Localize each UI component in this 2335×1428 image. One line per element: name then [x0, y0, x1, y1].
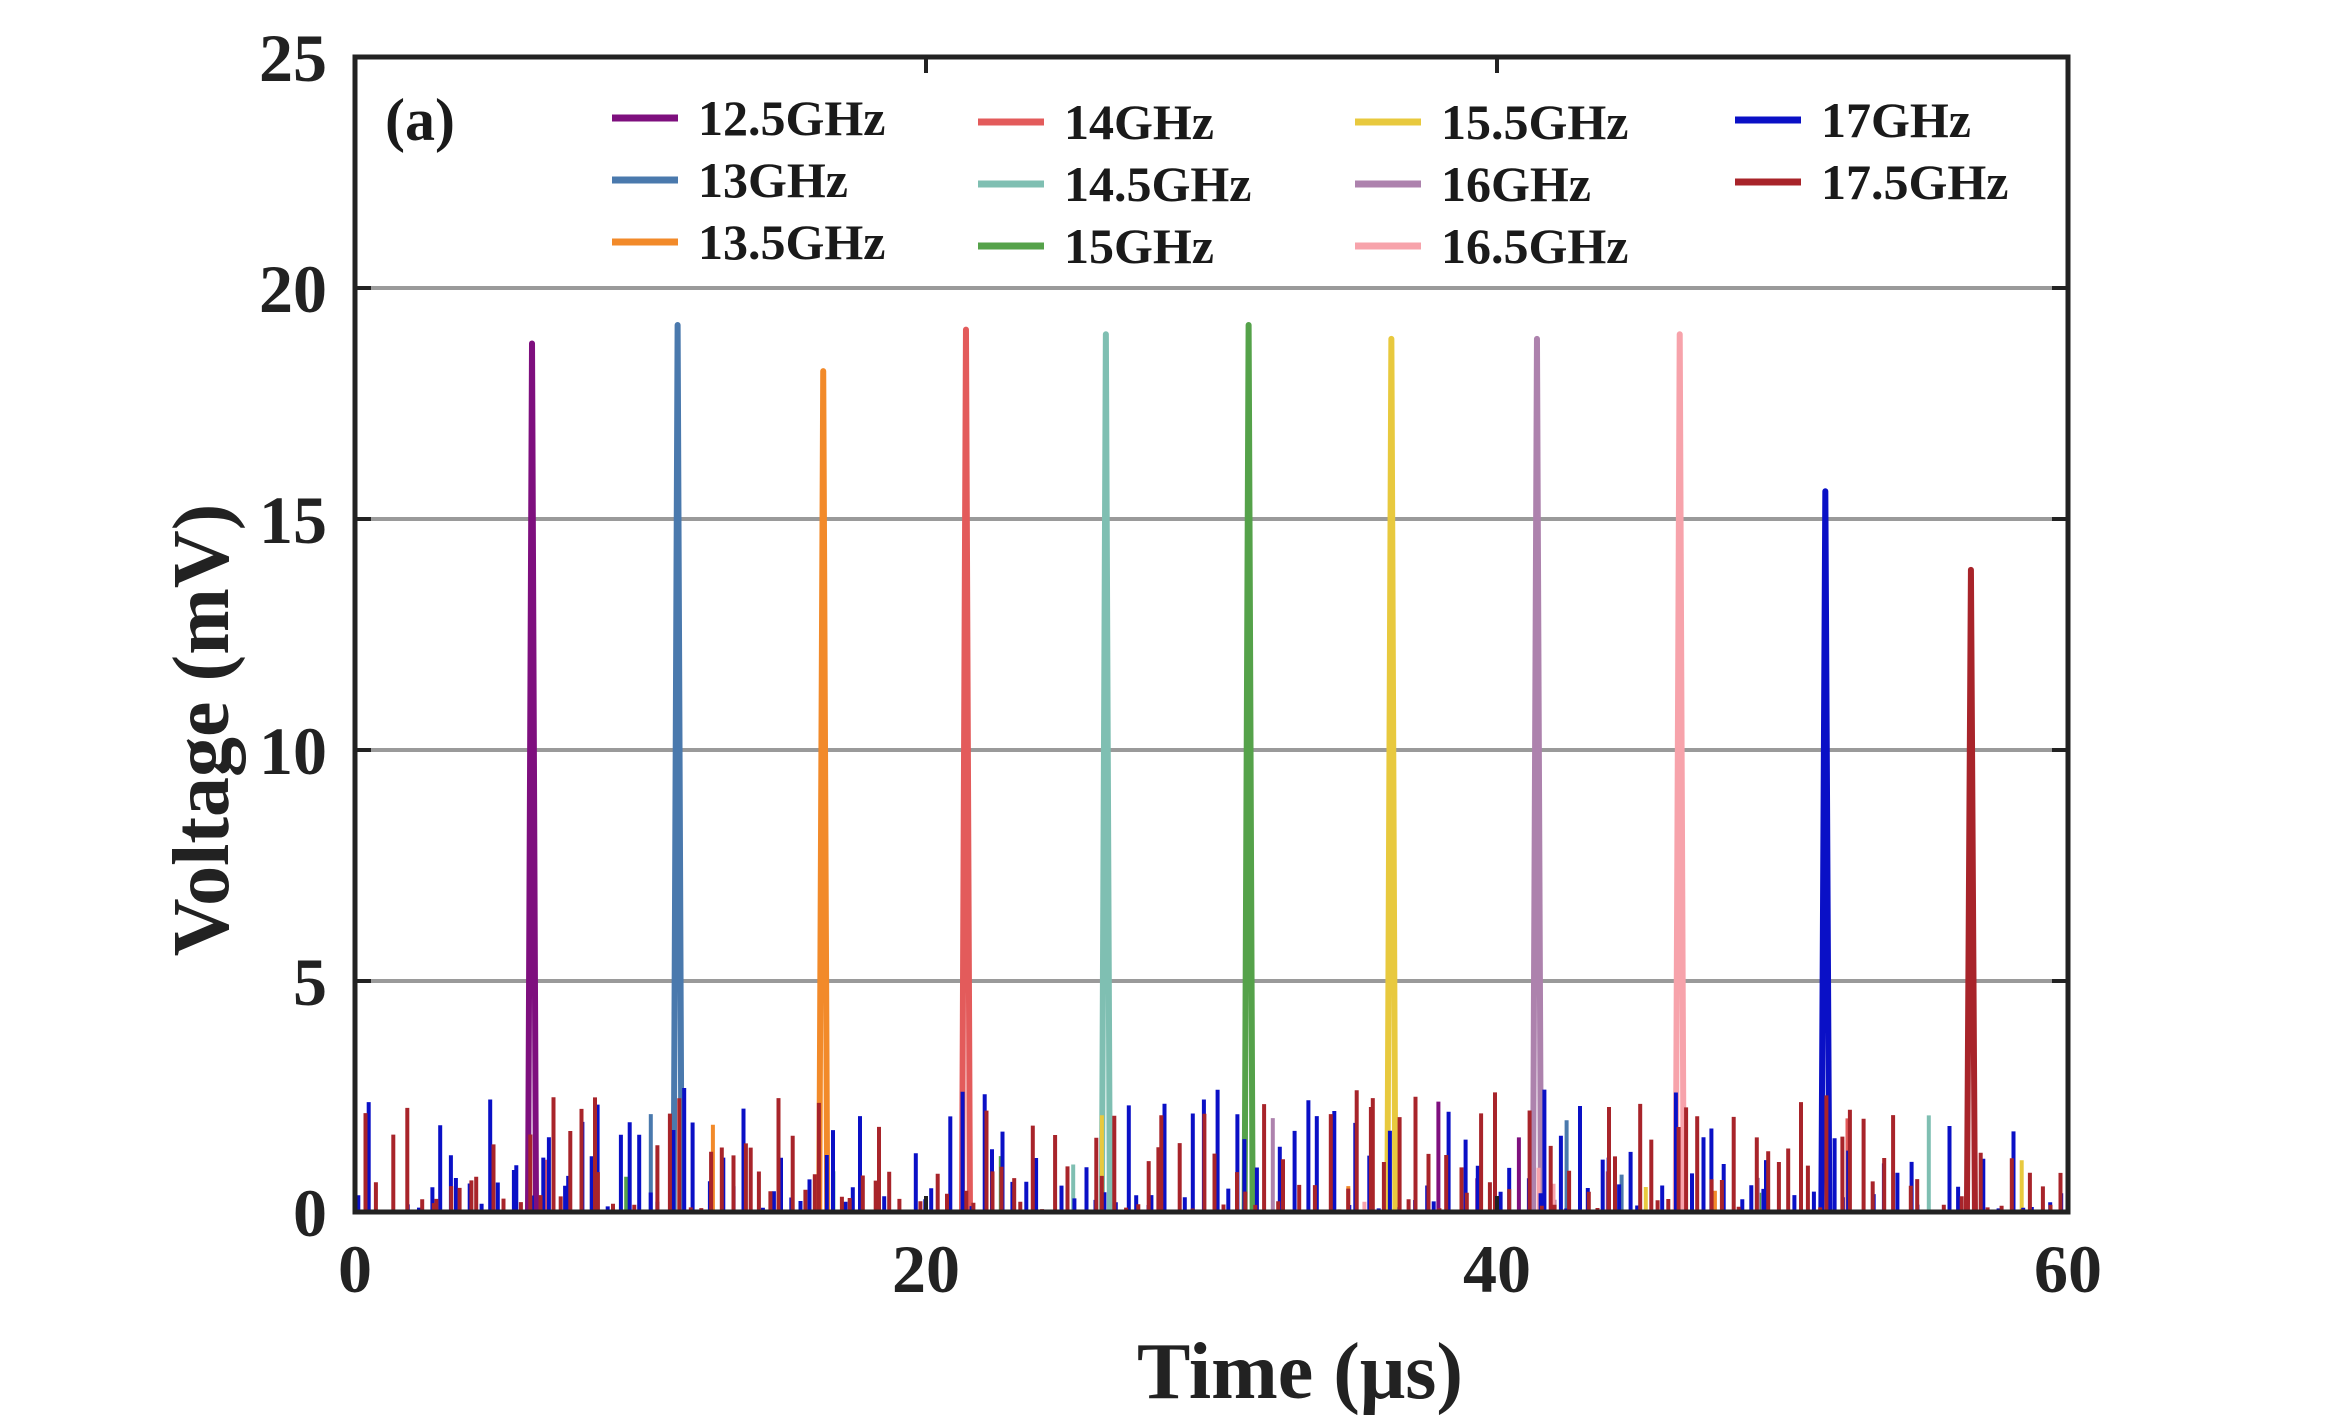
legend-item: 14.5GHz [978, 156, 1251, 212]
legend-item: 14GHz [978, 94, 1214, 150]
y-tick-label: 0 [293, 1175, 327, 1251]
legend-item: 12.5GHz [612, 90, 885, 146]
panel-label: (a) [385, 87, 455, 153]
pulse-peak [1818, 488, 1833, 1213]
legend-label: 14GHz [1064, 94, 1214, 150]
legend-label: 12.5GHz [698, 90, 885, 146]
pulse-peak [1963, 566, 1978, 1213]
gridlines [355, 286, 2068, 983]
x-tick-label: 40 [1463, 1231, 1531, 1307]
y-tick-label: 20 [259, 251, 327, 327]
legend-label: 13.5GHz [698, 214, 885, 270]
legend-item: 17.5GHz [1735, 154, 2008, 210]
pulse-peak [958, 326, 973, 1213]
pulse-peak [1241, 321, 1256, 1213]
legend-label: 17.5GHz [1821, 154, 2008, 210]
y-tick-label: 15 [259, 482, 327, 558]
y-tick-label: 5 [293, 944, 327, 1020]
y-axis-title: Voltage (mV) [158, 504, 246, 957]
pulse-peak [816, 368, 831, 1213]
legend-item: 15GHz [978, 218, 1214, 274]
legend-item: 13GHz [612, 152, 848, 208]
legend-label: 16.5GHz [1441, 218, 1628, 274]
x-tick-label: 0 [338, 1231, 372, 1307]
pulse-peak [670, 321, 685, 1213]
legend: 12.5GHz 13GHz 13.5GHz 14GHz 14.5GHz 15GHz 15.5… [612, 90, 2008, 274]
x-axis-title: Time (μs) [1137, 1328, 1463, 1416]
axes-frame [352, 54, 2071, 1215]
legend-item: 17GHz [1735, 92, 1971, 148]
legend-item: 15.5GHz [1355, 94, 1628, 150]
legend-item: 13.5GHz [612, 214, 885, 270]
pulse-peak [1529, 335, 1544, 1213]
legend-label: 17GHz [1821, 92, 1971, 148]
x-tick-label: 60 [2034, 1231, 2102, 1307]
pulse-peak [525, 340, 540, 1213]
plot-area [356, 321, 2064, 1213]
legend-label: 14.5GHz [1064, 156, 1251, 212]
pulse-peak [1098, 331, 1113, 1213]
legend-label: 13GHz [698, 152, 848, 208]
legend-label: 15GHz [1064, 218, 1214, 274]
x-tick-label: 20 [892, 1231, 960, 1307]
y-tick-label: 25 [259, 20, 327, 96]
legend-label: 16GHz [1441, 156, 1591, 212]
legend-label: 15.5GHz [1441, 94, 1628, 150]
pulse-peak [1384, 335, 1399, 1213]
axis-ticks: 0 5 10 15 20 25 0 20 40 60 [259, 20, 2102, 1307]
legend-item: 16.5GHz [1355, 218, 1628, 274]
y-tick-label: 10 [259, 713, 327, 789]
pulse-peak [1672, 331, 1687, 1213]
legend-item: 16GHz [1355, 156, 1591, 212]
